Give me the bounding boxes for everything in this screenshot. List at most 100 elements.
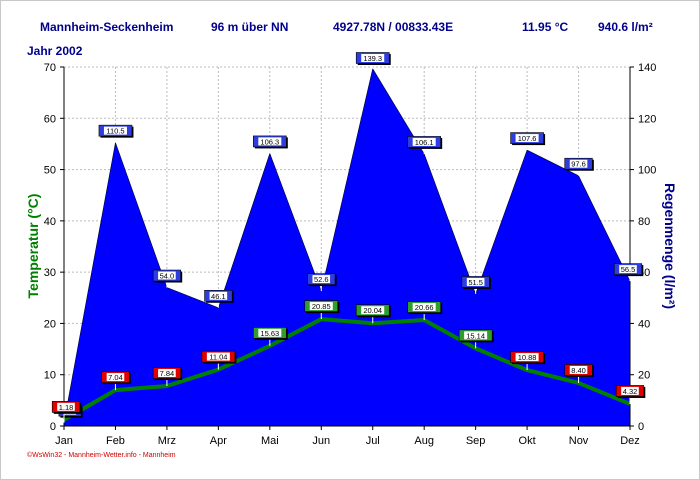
x-tick-label: Feb (106, 435, 125, 447)
x-tick-label: Sep (466, 435, 486, 447)
label-inner (619, 265, 637, 274)
rain-value-label: 106.3 (253, 135, 288, 149)
station-coordinates: 4927.78N / 00833.43E (333, 20, 454, 34)
label-inner (209, 291, 228, 300)
temperature-line-layer (62, 317, 631, 422)
station-altitude: 96 m über NN (211, 20, 289, 34)
y-tick-label-left: 50 (44, 165, 56, 177)
rain-value-label: 52.6 (307, 273, 337, 287)
y-tick-label-left: 30 (44, 267, 56, 279)
rain-value-label-text: 52.6 (314, 275, 329, 284)
label-inner (569, 365, 588, 374)
label-inner (206, 352, 230, 361)
temp-value-label: 10.88 (510, 351, 546, 365)
rain-value-label-text: 107.6 (518, 134, 537, 143)
label-inner (569, 159, 588, 168)
temp-value-label-text: 20.66 (415, 303, 434, 312)
label-inner (412, 137, 436, 146)
temp-value-label-text: 11.04 (209, 353, 227, 362)
rain-area-layer (63, 68, 631, 427)
x-tick-label: Okt (519, 435, 536, 447)
rain-value-label: 56.5 (613, 263, 644, 277)
station-name: Mannheim-Seckenheim (40, 20, 174, 34)
rain-value-label: 139.3 (355, 52, 391, 65)
y-tick-label-left: 10 (44, 370, 56, 382)
rain-value-label: 54.0 (152, 269, 183, 283)
rain-value-label-text: 56.5 (621, 265, 636, 274)
rain-value-label-text: 97.6 (571, 160, 586, 169)
x-tick-label: Aug (414, 435, 434, 447)
label-inner (466, 277, 485, 286)
rain-value-label-text: 46.1 (211, 292, 226, 301)
rain-value-label-text: 51.5 (468, 278, 483, 287)
y-tick-label-right: 40 (638, 318, 650, 330)
rain-value-label-text: 139.3 (363, 54, 382, 63)
temp-value-label-text: 4.32 (623, 387, 638, 396)
temp-value-label-text: 15.14 (466, 331, 485, 340)
temp-value-label: 7.84 (152, 367, 183, 380)
y-tick-label-right: 120 (638, 113, 656, 125)
x-tick-label: Apr (210, 435, 227, 447)
x-tick-label: Jul (366, 435, 380, 447)
label-inner (57, 402, 75, 411)
label-inner (158, 368, 176, 377)
label-inner (106, 373, 125, 382)
rain-value-label: 110.5 (98, 124, 134, 138)
rain-value-label: 46.1 (204, 289, 234, 303)
temp-value-label-text: 8.40 (571, 366, 586, 375)
rain-value-label-text: 54.0 (160, 272, 175, 281)
temperature-line (62, 317, 631, 422)
temp-value-label-text: 15.63 (260, 329, 279, 338)
temp-value-label-text: 20.85 (312, 302, 331, 311)
temp-value-label: 1.18 (51, 401, 82, 414)
rain-value-label-text: 110.5 (106, 127, 124, 136)
y-tick-label-left: 20 (44, 318, 56, 330)
x-tick-label: Jun (312, 435, 330, 447)
temp-value-label-text: 20.04 (363, 306, 382, 315)
temp-value-label: 15.14 (458, 329, 494, 343)
label-inner (258, 137, 282, 146)
data-labels-layer: 1.3110.554.046.1106.352.6139.3106.151.51… (51, 52, 646, 423)
label-inner (309, 302, 333, 311)
temp-value-label: 20.66 (407, 301, 443, 315)
rain-value-label-text: 106.3 (260, 137, 279, 146)
footer-credit: ©WsWin32 - Mannheim-Wetter.info - Mannhe… (27, 452, 176, 459)
label-inner (258, 328, 282, 337)
rain-value-label: 106.1 (407, 136, 443, 149)
label-inner (103, 126, 127, 135)
label-inner (515, 353, 539, 362)
temp-value-label-text: 1.18 (59, 403, 74, 412)
temp-value-label: 20.85 (304, 300, 340, 314)
label-inner (361, 54, 385, 62)
mean-temperature: 11.95 °C (522, 20, 569, 34)
y-axis-label-left: Temperatur (°C) (25, 194, 41, 299)
rain-value-label: 107.6 (510, 132, 546, 146)
temp-value-label-text: 7.04 (108, 373, 123, 382)
y-tick-label-right: 80 (638, 216, 650, 228)
temp-value-label: 11.04 (201, 350, 237, 364)
temp-value-label-text: 7.84 (160, 369, 175, 378)
rain-value-label-text: 106.1 (415, 138, 434, 147)
y-axis-label-right: Regenmenge (l/m²) (662, 183, 678, 309)
temp-value-label: 4.32 (615, 385, 646, 398)
label-inner (621, 386, 639, 395)
y-tick-label-right: 100 (638, 165, 656, 177)
temp-value-label: 20.04 (355, 304, 391, 318)
x-tick-label: Jan (55, 435, 73, 447)
label-inner (361, 306, 385, 315)
total-rainfall: 940.6 l/m² (598, 20, 653, 34)
label-inner (158, 271, 176, 280)
y-tick-label-left: 40 (44, 216, 56, 228)
temp-value-label: 7.04 (101, 371, 131, 385)
x-tick-label: Nov (569, 435, 589, 447)
y-tick-label-right: 140 (638, 62, 656, 74)
rain-value-label: 97.6 (564, 157, 594, 171)
label-inner (312, 275, 331, 284)
rain-value-label: 51.5 (461, 276, 491, 289)
x-tick-label: Dez (620, 435, 640, 447)
temp-value-label: 15.63 (253, 327, 288, 340)
label-inner (412, 303, 436, 312)
y-tick-label-left: 60 (44, 113, 56, 125)
y-tick-label-left: 0 (50, 421, 56, 433)
